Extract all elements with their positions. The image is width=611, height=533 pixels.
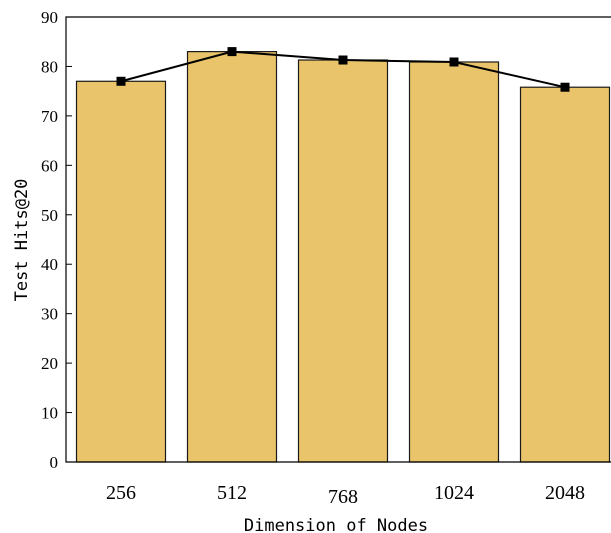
bars-layer xyxy=(75,51,611,463)
x-tick-label-512: 512 xyxy=(217,482,247,504)
y-tick-label-60: 60 xyxy=(41,156,58,175)
y-tick-label-50: 50 xyxy=(41,206,58,225)
y-tick-label-70: 70 xyxy=(41,107,58,126)
bar-768 xyxy=(297,59,389,463)
x-tick-label-1024: 1024 xyxy=(434,482,474,504)
x-tick-label-2048: 2048 xyxy=(545,482,585,504)
y-tick-label-90: 90 xyxy=(41,8,58,27)
x-tick-label-256: 256 xyxy=(106,482,136,504)
line-layer xyxy=(116,47,570,92)
line-marker-1024 xyxy=(449,57,459,67)
bar-256 xyxy=(75,80,167,463)
bar-512 xyxy=(186,51,278,463)
line-marker-2048 xyxy=(560,82,570,92)
y-axis-label: Test Hits@20 xyxy=(12,179,32,302)
y-tick-label-20: 20 xyxy=(41,354,58,373)
bar-2048 xyxy=(519,86,611,463)
y-tick-label-40: 40 xyxy=(41,255,58,274)
line-marker-768 xyxy=(338,55,348,65)
axes-layer: 0 10 20 30 40 50 60 70 80 90 256 512 768 1024 2048 xyxy=(41,8,611,508)
y-tick-label-30: 30 xyxy=(41,305,58,324)
line-marker-256 xyxy=(116,76,126,86)
x-tick-label-768: 768 xyxy=(328,486,358,508)
axes-frame xyxy=(65,16,611,463)
x-axis-label: Dimension of Nodes xyxy=(244,516,428,533)
y-tick-label-80: 80 xyxy=(41,57,58,76)
bar-1024 xyxy=(408,61,500,463)
line-marker-512 xyxy=(227,47,237,57)
y-tick-label-10: 10 xyxy=(41,404,58,423)
y-tick-label-0: 0 xyxy=(50,453,59,472)
